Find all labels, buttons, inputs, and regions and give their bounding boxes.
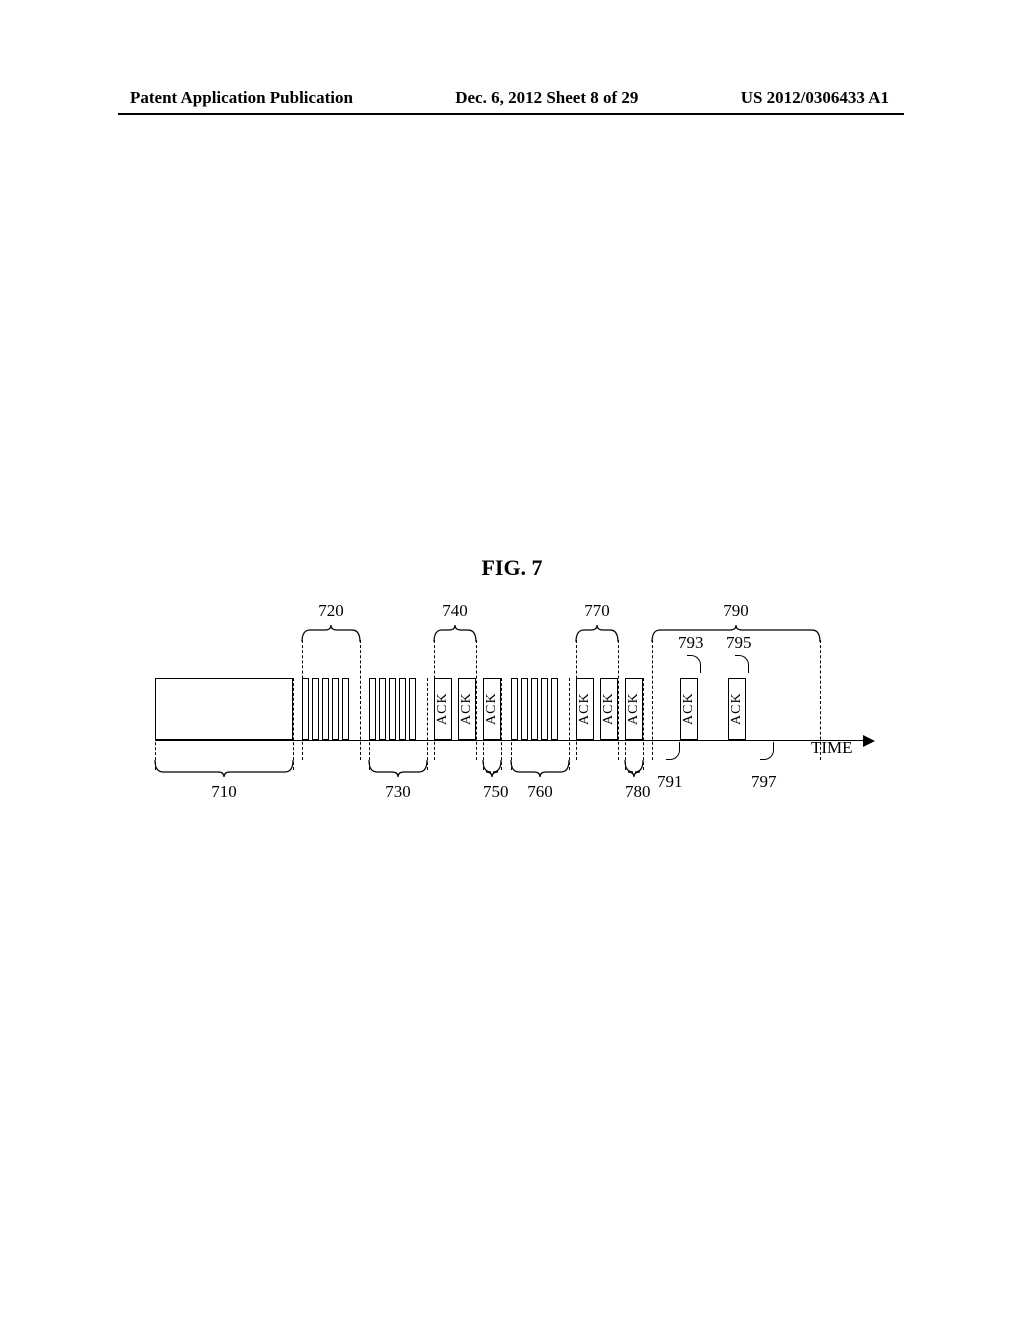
top-brace-770: 770 bbox=[576, 607, 618, 662]
packet-slot bbox=[389, 678, 396, 740]
packet-slot bbox=[379, 678, 386, 740]
bottom-brace-780: 780 bbox=[625, 760, 643, 815]
packet-slot bbox=[541, 678, 548, 740]
bottom-brace-760: 760 bbox=[511, 760, 569, 815]
page-header: Patent Application Publication Dec. 6, 2… bbox=[0, 88, 1024, 108]
packet-slot bbox=[312, 678, 319, 740]
packet-slot bbox=[521, 678, 528, 740]
ack-slot: ACK bbox=[458, 678, 476, 740]
ack-slot: ACK bbox=[483, 678, 501, 740]
axis-arrow-icon bbox=[863, 735, 875, 747]
packet-slot bbox=[511, 678, 518, 740]
header-right: US 2012/0306433 A1 bbox=[741, 88, 889, 108]
packet-slot bbox=[332, 678, 339, 740]
ack-slot: ACK bbox=[434, 678, 452, 740]
packet-slot bbox=[155, 678, 293, 740]
ack-slot: ACK bbox=[728, 678, 746, 740]
bottom-brace-710: 710 bbox=[155, 760, 293, 815]
figure-title: FIG. 7 bbox=[0, 555, 1024, 581]
pointer-label-793: 793 bbox=[678, 633, 704, 653]
packet-slot bbox=[322, 678, 329, 740]
packet-slot bbox=[409, 678, 416, 740]
bottom-brace-730: 730 bbox=[369, 760, 427, 815]
pointer-label-795: 795 bbox=[726, 633, 752, 653]
packet-slot bbox=[342, 678, 349, 740]
packet-slot bbox=[399, 678, 406, 740]
header-center: Dec. 6, 2012 Sheet 8 of 29 bbox=[455, 88, 638, 108]
top-brace-740: 740 bbox=[434, 607, 476, 662]
ack-slot: ACK bbox=[576, 678, 594, 740]
axis-time-label: TIME bbox=[811, 738, 853, 758]
timing-diagram: TIMEACKACKACKACKACKACKACKACK720740770790… bbox=[155, 595, 875, 825]
packet-slot bbox=[531, 678, 538, 740]
pointer-label-791: 791 bbox=[657, 772, 683, 792]
packet-slot bbox=[551, 678, 558, 740]
ack-slot: ACK bbox=[680, 678, 698, 740]
ack-slot: ACK bbox=[625, 678, 643, 740]
header-rule bbox=[118, 113, 904, 115]
pointer-label-797: 797 bbox=[751, 772, 777, 792]
header-left: Patent Application Publication bbox=[130, 88, 353, 108]
bottom-brace-750: 750 bbox=[483, 760, 501, 815]
ack-slot: ACK bbox=[600, 678, 618, 740]
packet-slot bbox=[369, 678, 376, 740]
top-brace-720: 720 bbox=[302, 607, 360, 662]
packet-slot bbox=[302, 678, 309, 740]
